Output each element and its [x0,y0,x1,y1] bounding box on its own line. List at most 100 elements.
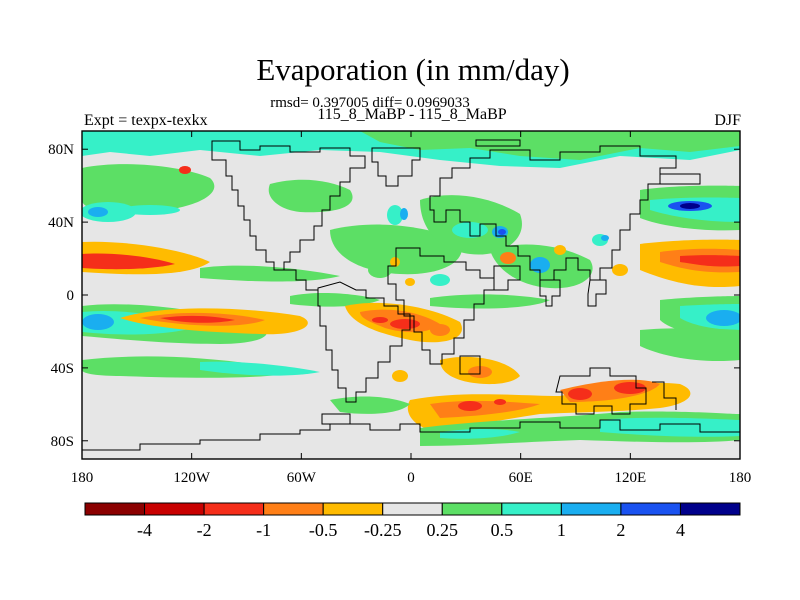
contour-patch [82,202,136,222]
x-tick-label: 0 [407,470,415,486]
contour-patch [82,314,114,330]
contour-patch [498,229,506,235]
colorbar-swatch [203,502,265,516]
contour-patch [400,208,408,220]
colorbar-swatch [322,502,384,516]
continent-outline [475,139,521,147]
y-tick-label: 0 [67,288,75,304]
y-tick-label: 80N [48,142,74,158]
contour-patch [680,203,700,209]
continent-outline [387,247,495,365]
continent-outline [539,279,561,307]
contour-patch [458,401,482,411]
contour-patch [330,396,410,414]
y-tick-label: 40S [51,361,74,377]
continent-outline [82,419,740,451]
y-axis-ticks: 80N 40N 0 40S 80S [48,142,740,450]
x-tick-label: 120W [173,470,211,486]
contour-patch [82,253,175,270]
x-tick-label: 180 [729,470,752,486]
contour-patch [390,257,400,267]
contour-patch [614,382,646,394]
contour-patch [530,257,550,273]
contour-patch [179,166,191,174]
colorbar-label: 0.25 [427,520,459,540]
contour-patch [706,310,740,326]
contour-patch [405,278,415,286]
colorbar-swatch [620,502,681,516]
colorbar-swatch [144,502,205,516]
contour-patch [612,264,628,276]
colorbar-label: -1 [256,520,271,540]
contour-patch [601,235,609,241]
colorbar-swatch [382,502,443,516]
contour-patch [160,315,235,323]
contour-patch [640,328,740,362]
contour-patch [200,265,340,282]
colorbar-swatch [501,502,562,516]
contour-patch [440,429,520,439]
y-tick-label: 40N [48,215,74,231]
continent-outline [652,381,677,410]
continent-outline [429,145,677,281]
contour-patch [290,293,380,307]
x-tick-label: 60E [509,470,533,486]
contour-patch [430,324,450,336]
x-tick-label: 60W [287,470,317,486]
experiment-label: Expt = texpx-texkx [84,112,208,129]
continent-outline [493,265,521,291]
continent-outline [211,140,366,271]
continent-outline [555,367,647,415]
stats-label: rmsd= 0.397005 diff= 0.0969033 [270,95,470,111]
contour-patch [554,245,566,255]
contour-patch [568,388,592,400]
period-label: 115_8_MaBP - 115_8_MaBP [317,106,507,123]
colorbar-swatch [84,502,146,516]
contour-patch [372,317,388,323]
contour-patch [200,361,320,376]
colorbar-swatch [441,502,503,516]
continent-outline [459,355,481,375]
map-title: Evaporation (in mm/day) [256,52,570,87]
contour-patch [268,179,353,213]
continent-outline [321,413,351,425]
coastlines [82,139,740,451]
contour-patch [500,252,516,264]
contour-patch [390,319,420,329]
season-label: DJF [714,112,741,129]
contour-patch [680,255,740,267]
colorbar-label: 4 [676,520,685,540]
continent-outline [371,147,421,187]
colorbar-swatch [679,502,741,516]
contour-patch [120,205,180,215]
y-tick-label: 80S [51,434,74,450]
colorbar-label: 1 [557,520,566,540]
colorbar-label: -4 [137,520,152,540]
colorbar-label: -0.5 [309,520,338,540]
contour-patch [360,131,740,160]
contour-patch [430,274,450,286]
colorbar-label: 2 [616,520,625,540]
continent-outline [317,281,411,403]
x-tick-label: 120E [614,470,646,486]
colorbar-label: 0.5 [491,520,514,540]
contour-patch [392,370,408,382]
x-axis-ticks: 180 120W 60W 0 60E 120E 180 [71,131,752,486]
colorbar-label: -0.25 [364,520,402,540]
contour-patch [387,205,403,225]
contour-field [82,131,740,446]
contour-patch [82,164,215,214]
colorbar-swatch [263,502,324,516]
x-tick-label: 180 [71,470,94,486]
continent-outline [659,173,701,185]
contour-patch [430,294,550,309]
colorbar: -4 -2 -1 -0.5 -0.25 0.25 0.5 1 2 4 [84,502,741,540]
colorbar-swatch [560,502,622,516]
contour-patch [368,262,392,278]
contour-patch [430,400,540,418]
contour-patch [494,399,506,405]
contour-patch [88,207,108,217]
continent-outline [587,279,607,307]
colorbar-label: -2 [197,520,212,540]
